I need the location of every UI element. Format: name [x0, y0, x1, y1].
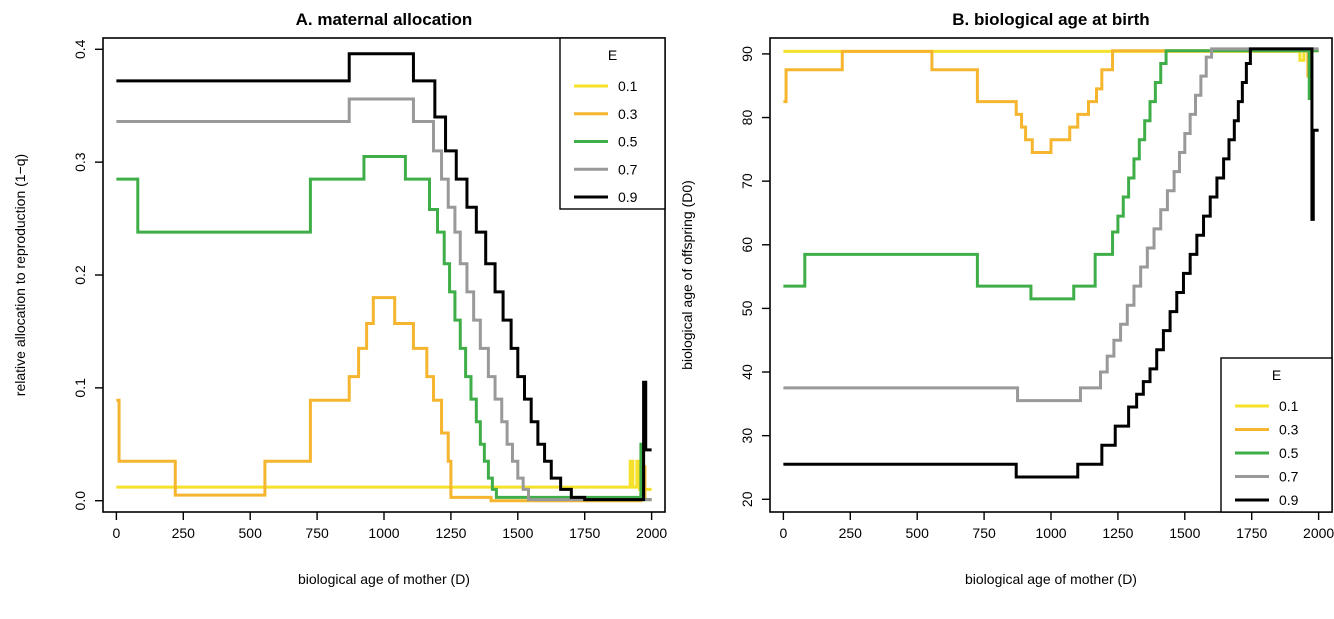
- x-tick-label: 1000: [368, 525, 399, 541]
- y-tick-label: 30: [739, 428, 755, 444]
- x-tick-label: 1750: [1236, 525, 1267, 541]
- y-axis-label: biological age of offspring (D0): [679, 180, 695, 370]
- series-line-0.7: [783, 47, 1319, 403]
- panel-a: A. maternal allocation 0 250 500 750 1000 1250…: [12, 10, 667, 587]
- x-tick-label: 0: [112, 525, 120, 541]
- y-tick-label: 40: [739, 364, 755, 380]
- x-axis-label: biological age of mother (D): [965, 571, 1137, 587]
- y-tick-label: 0.3: [72, 152, 88, 172]
- x-axis-label: biological age of mother (D): [298, 571, 470, 587]
- chart-title: A. maternal allocation: [296, 10, 473, 29]
- legend-title: E: [1272, 367, 1281, 383]
- x-tick-label: 2000: [636, 525, 667, 541]
- legend-label-0.7: 0.7: [1279, 469, 1299, 485]
- x-tick-label: 1000: [1035, 525, 1066, 541]
- y-tick-label: 50: [739, 300, 755, 316]
- y-tick-label: 0.0: [72, 491, 88, 511]
- series-line-0.3: [116, 296, 652, 503]
- x-tick-label: 500: [239, 525, 263, 541]
- series-line-0.3: [783, 49, 1319, 155]
- series-line-0.1: [116, 459, 652, 491]
- chart-title: B. biological age at birth: [952, 10, 1149, 29]
- legend-label-0.1: 0.1: [1279, 398, 1299, 414]
- series-line-0.9: [116, 52, 652, 502]
- series-line-0.7: [116, 97, 652, 502]
- series-line-0.5: [783, 49, 1319, 301]
- legend-box: [1220, 357, 1333, 513]
- y-axis-label: relative allocation to reproduction (1−q…: [12, 154, 28, 396]
- series-line-0.5: [116, 155, 652, 502]
- y-tick-label: 60: [739, 237, 755, 253]
- legend-label-0.1: 0.1: [618, 78, 638, 94]
- y-tick-label: 0.4: [72, 39, 88, 59]
- legend-title: E: [608, 47, 617, 63]
- legend-label-0.5: 0.5: [618, 134, 638, 150]
- x-tick-label: 1500: [1169, 525, 1200, 541]
- panel-b: B. biological age at birth 0 250 500 750 1000…: [679, 10, 1334, 587]
- legend-box: [559, 37, 666, 210]
- x-tick-label: 250: [839, 525, 863, 541]
- x-tick-label: 2000: [1303, 525, 1334, 541]
- series-line-0.9: [783, 47, 1319, 479]
- y-tick-label: 0.1: [72, 378, 88, 398]
- x-tick-label: 750: [305, 525, 329, 541]
- y-tick-label: 0.2: [72, 265, 88, 285]
- legend-label-0.3: 0.3: [618, 106, 638, 122]
- x-tick-label: 0: [779, 525, 787, 541]
- x-tick-label: 750: [972, 525, 996, 541]
- x-tick-label: 250: [172, 525, 196, 541]
- y-tick-label: 20: [739, 491, 755, 507]
- legend-label-0.5: 0.5: [1279, 445, 1299, 461]
- x-tick-label: 500: [906, 525, 930, 541]
- legend-label-0.3: 0.3: [1279, 422, 1299, 438]
- x-tick-label: 1250: [435, 525, 466, 541]
- x-tick-label: 1250: [1102, 525, 1133, 541]
- x-tick-label: 1750: [569, 525, 600, 541]
- legend-label-0.9: 0.9: [1279, 492, 1299, 508]
- y-tick-label: 90: [739, 46, 755, 62]
- y-tick-label: 70: [739, 173, 755, 189]
- x-tick-label: 1500: [502, 525, 533, 541]
- legend-label-0.9: 0.9: [618, 189, 638, 205]
- legend-label-0.7: 0.7: [618, 161, 638, 177]
- y-tick-label: 80: [739, 110, 755, 126]
